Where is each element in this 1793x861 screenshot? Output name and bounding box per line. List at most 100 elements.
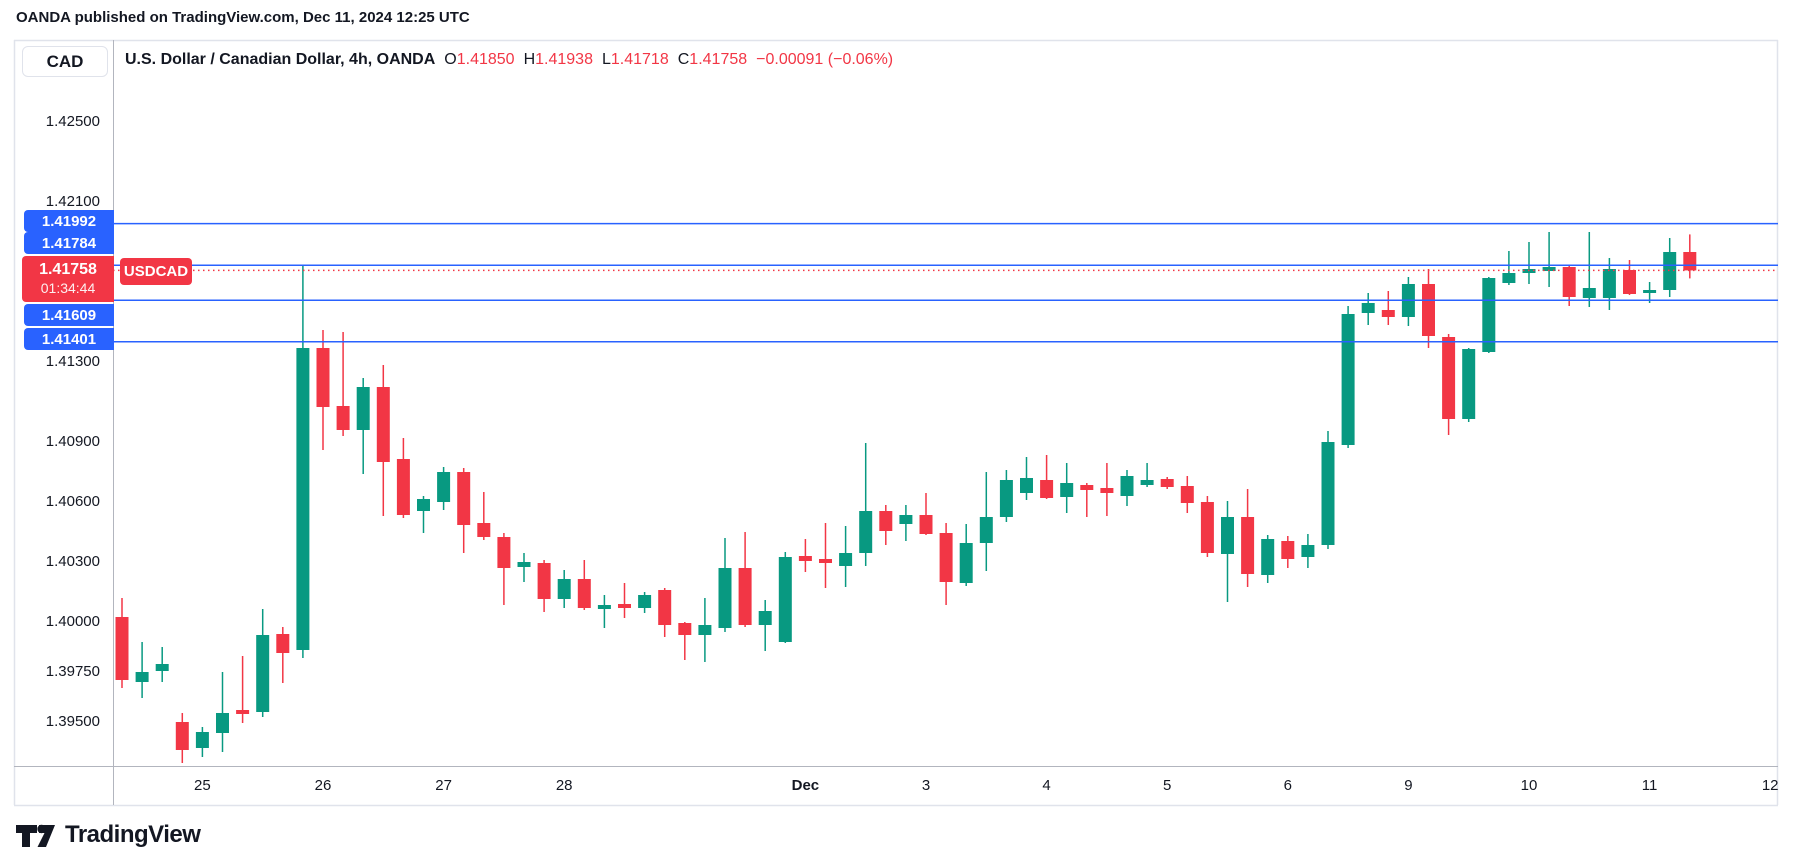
candle-body — [1663, 252, 1677, 290]
candle-body — [1020, 478, 1033, 493]
tradingview-logo[interactable]: TradingView — [15, 820, 201, 850]
candle-body — [1482, 278, 1496, 352]
price-axis-label: 1.40300 — [45, 553, 100, 570]
candle-body — [1582, 288, 1596, 298]
current-price-badge: 1.41758 01:34:44 — [22, 256, 114, 302]
price-level-badge: 1.41992 — [24, 210, 114, 232]
time-axis-label: 6 — [1283, 777, 1292, 794]
candle-body — [155, 664, 169, 671]
candle-body — [1040, 480, 1054, 498]
candle-body — [738, 568, 752, 625]
ohlc-value: 1.41758 — [689, 51, 748, 68]
candle-body — [678, 623, 692, 635]
price-axis-label: 1.41300 — [45, 353, 100, 370]
ohlc-key: O — [444, 51, 457, 68]
ohlc-item: L 1.41718 — [602, 51, 669, 69]
candle-body — [417, 499, 430, 511]
candle-body — [1502, 273, 1516, 283]
chart-header: U.S. Dollar / Canadian Dollar, 4h, OANDA… — [125, 48, 893, 72]
candle-body — [236, 710, 250, 714]
candle-body — [1381, 310, 1395, 317]
price-scale[interactable]: 1.42500 1.42100 1.41300 1.40900 1.40600 1.403… — [0, 0, 100, 805]
candle-body — [1341, 314, 1355, 445]
price-axis-label: 1.42500 — [45, 113, 100, 130]
time-axis-label: 28 — [555, 777, 573, 794]
candle-body — [1562, 267, 1576, 297]
candle-body — [477, 523, 491, 537]
price-level-badge: 1.41784 — [24, 232, 114, 254]
price-level-badge: 1.41401 — [24, 328, 114, 350]
ohlc-readout: O 1.41850 H 1.41938 L 1.41718 C 1.41758 — [444, 51, 747, 69]
candle-body — [979, 517, 993, 543]
candle-body — [899, 515, 913, 524]
candle-body — [939, 533, 953, 582]
current-price-label: 1.41758 — [39, 261, 97, 279]
candle-body — [316, 348, 330, 407]
candle-body — [718, 568, 732, 628]
ohlc-item: O 1.41850 — [444, 51, 514, 69]
price-axis-label: 1.42100 — [45, 193, 100, 210]
ohlc-value: 1.41938 — [535, 51, 593, 68]
candle-body — [577, 579, 591, 608]
candle-body — [537, 563, 551, 599]
candle-body — [1241, 517, 1255, 574]
candle-body — [1120, 476, 1134, 496]
ohlc-key: H — [523, 51, 536, 68]
tradingview-logo-text: TradingView — [65, 821, 201, 848]
price-axis-label: 1.39500 — [45, 713, 100, 730]
candle-body — [1060, 483, 1074, 497]
ohlc-value: 1.41850 — [456, 51, 515, 68]
symbol-button[interactable]: CAD — [22, 46, 108, 77]
candle-body — [517, 562, 531, 567]
candle-body — [175, 722, 189, 750]
candle-body — [1683, 252, 1697, 271]
price-axis-label: 1.39750 — [45, 663, 100, 680]
tradingview-logo-icon — [16, 824, 55, 847]
ohlc-item: C 1.41758 — [678, 51, 747, 69]
candle-body — [135, 672, 149, 682]
candle-body — [216, 713, 229, 733]
candle-body — [115, 617, 129, 680]
candle-body — [999, 480, 1013, 517]
candle-body — [437, 472, 451, 502]
time-axis-label: 26 — [314, 777, 332, 794]
candle-body — [1180, 486, 1194, 503]
time-axis-label: 3 — [921, 777, 931, 794]
time-scale[interactable]: 25 26 27 28 Dec 3 4 5 6 9 10 11 12 — [0, 767, 1778, 805]
time-axis-label: 12 — [1761, 777, 1779, 794]
candle-body — [376, 387, 390, 462]
candle-body — [698, 625, 712, 635]
time-axis-label: 11 — [1641, 777, 1658, 794]
time-axis-label: 27 — [435, 777, 452, 794]
price-level-badge: 1.41609 — [24, 304, 114, 326]
candle-body — [778, 557, 792, 642]
price-axis-label: 1.40900 — [45, 433, 100, 450]
candle-body — [1261, 539, 1275, 575]
candle-body — [758, 611, 772, 625]
ohlc-value: 1.41718 — [610, 51, 669, 68]
candle-body — [1321, 442, 1335, 545]
time-axis-label: 5 — [1163, 777, 1172, 794]
candle-body — [1442, 337, 1456, 419]
candle-body — [859, 511, 873, 553]
candle-body — [1080, 485, 1094, 490]
candle-body — [1160, 479, 1174, 487]
candle-countdown: 01:34:44 — [40, 280, 96, 297]
candle-body — [296, 348, 310, 650]
ohlc-key: C — [677, 51, 690, 68]
candle-body — [819, 559, 832, 563]
candle-body — [1140, 480, 1154, 485]
candle-body — [1301, 545, 1315, 557]
time-axis-label: 9 — [1404, 777, 1413, 794]
time-axis-label: Dec — [791, 777, 820, 794]
candle-body — [356, 387, 370, 430]
time-axis-label: 25 — [194, 777, 211, 794]
candle-body — [195, 732, 209, 748]
candle-body — [276, 634, 290, 653]
candle-body — [1200, 502, 1214, 553]
candle-body — [1623, 270, 1636, 294]
candle-body — [1602, 269, 1616, 298]
candle-body — [1542, 267, 1556, 271]
